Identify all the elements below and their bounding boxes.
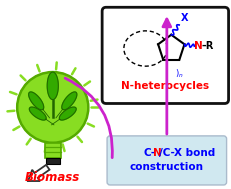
Text: Biomass: Biomass — [25, 171, 80, 184]
Text: –R: –R — [200, 41, 213, 51]
Polygon shape — [47, 72, 58, 100]
Text: N: N — [194, 41, 202, 51]
Bar — [46, 158, 59, 164]
Text: X: X — [180, 13, 188, 23]
FancyBboxPatch shape — [107, 136, 226, 185]
Bar — [45, 143, 60, 158]
Text: construction: construction — [129, 162, 203, 172]
Text: N-heterocycles: N-heterocycles — [121, 81, 209, 91]
Text: C-: C- — [143, 148, 155, 158]
Polygon shape — [59, 107, 76, 120]
Circle shape — [17, 72, 88, 143]
FancyArrow shape — [28, 165, 49, 181]
Text: /C-X bond: /C-X bond — [158, 148, 214, 158]
Text: )$_n$: )$_n$ — [174, 67, 183, 80]
FancyBboxPatch shape — [102, 7, 228, 104]
Text: N: N — [152, 148, 161, 158]
Polygon shape — [61, 92, 76, 110]
Polygon shape — [29, 92, 43, 110]
Polygon shape — [29, 107, 46, 120]
